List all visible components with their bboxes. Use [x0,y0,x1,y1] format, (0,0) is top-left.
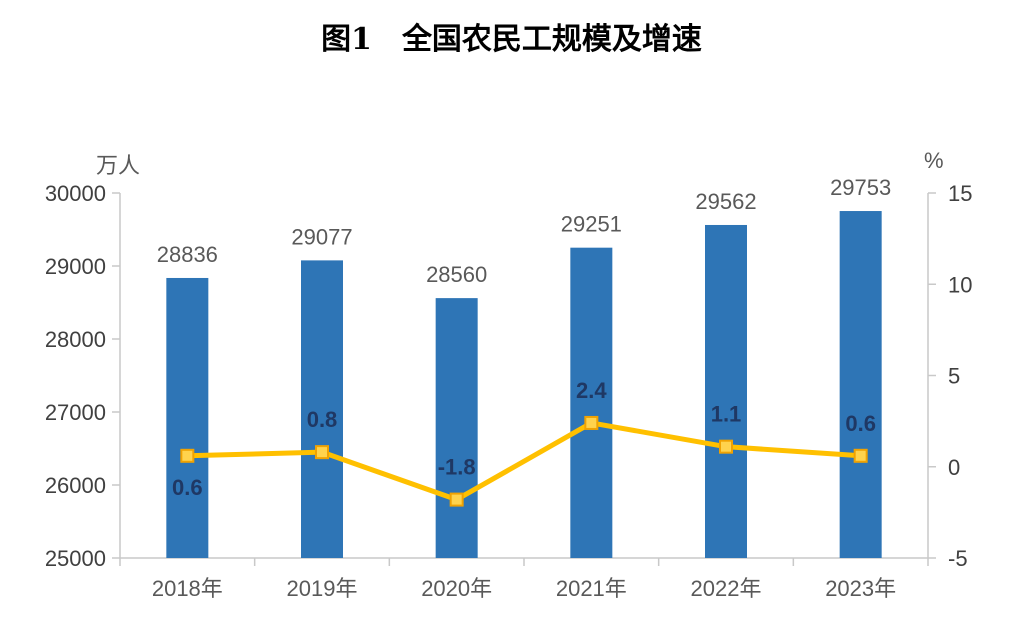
line-value-label: 0.8 [307,407,338,432]
line-value-label: 0.6 [172,475,203,500]
left-axis-tick-label: 26000 [45,473,106,498]
bar [435,298,478,558]
left-axis-tick-label: 30000 [45,181,106,206]
bar-value-label: 28560 [426,262,487,287]
right-axis-tick-label: 15 [948,181,972,206]
line-value-label: 1.1 [711,402,742,427]
bar-value-label: 29562 [695,189,756,214]
line-value-label: 0.6 [845,411,876,436]
line-value-label: -1.8 [438,455,476,480]
right-axis-tick-label: 5 [948,364,960,389]
bar [570,247,613,558]
left-axis-unit-label: 万人 [95,153,140,178]
bar [705,224,747,558]
x-axis-category-label: 2018年 [152,576,223,601]
x-axis-category-label: 2021年 [556,576,627,601]
left-axis-tick-label: 29000 [45,254,106,279]
line-marker [180,448,195,463]
chart-title-text: 全国农民工规模及增速 [401,22,702,57]
right-axis-tick-label: 0 [948,455,960,480]
bar [301,260,343,558]
left-axis-tick-label: 28000 [45,327,106,352]
bar [839,211,882,558]
left-axis-tick-label: 27000 [45,400,106,425]
bar-value-label: 28836 [157,242,218,267]
right-axis-unit-label: % [924,148,944,173]
line-marker [584,415,599,430]
line-marker [315,445,329,460]
left-axis-tick-label: 25000 [45,546,106,571]
right-axis-tick-label: 10 [948,272,972,297]
line-value-label: 2.4 [576,378,607,403]
right-axis-tick-label: -5 [948,546,968,571]
chart-title-number: 图1 [321,22,372,57]
bar-value-label: 29753 [830,175,891,200]
bar-value-label: 29077 [291,224,352,249]
line-marker [719,439,733,454]
line-marker [853,448,868,463]
growth-line [184,420,864,503]
x-axis-category-label: 2019年 [287,576,358,601]
bar-value-label: 29251 [561,212,622,237]
chart-title: 图1 全国农民工规模及增速 [0,14,1023,58]
x-axis-category-label: 2023年 [825,576,896,601]
x-axis-category-label: 2022年 [691,576,762,601]
x-axis-category-label: 2020年 [421,576,492,601]
bar [166,277,209,558]
line-marker [449,492,464,507]
